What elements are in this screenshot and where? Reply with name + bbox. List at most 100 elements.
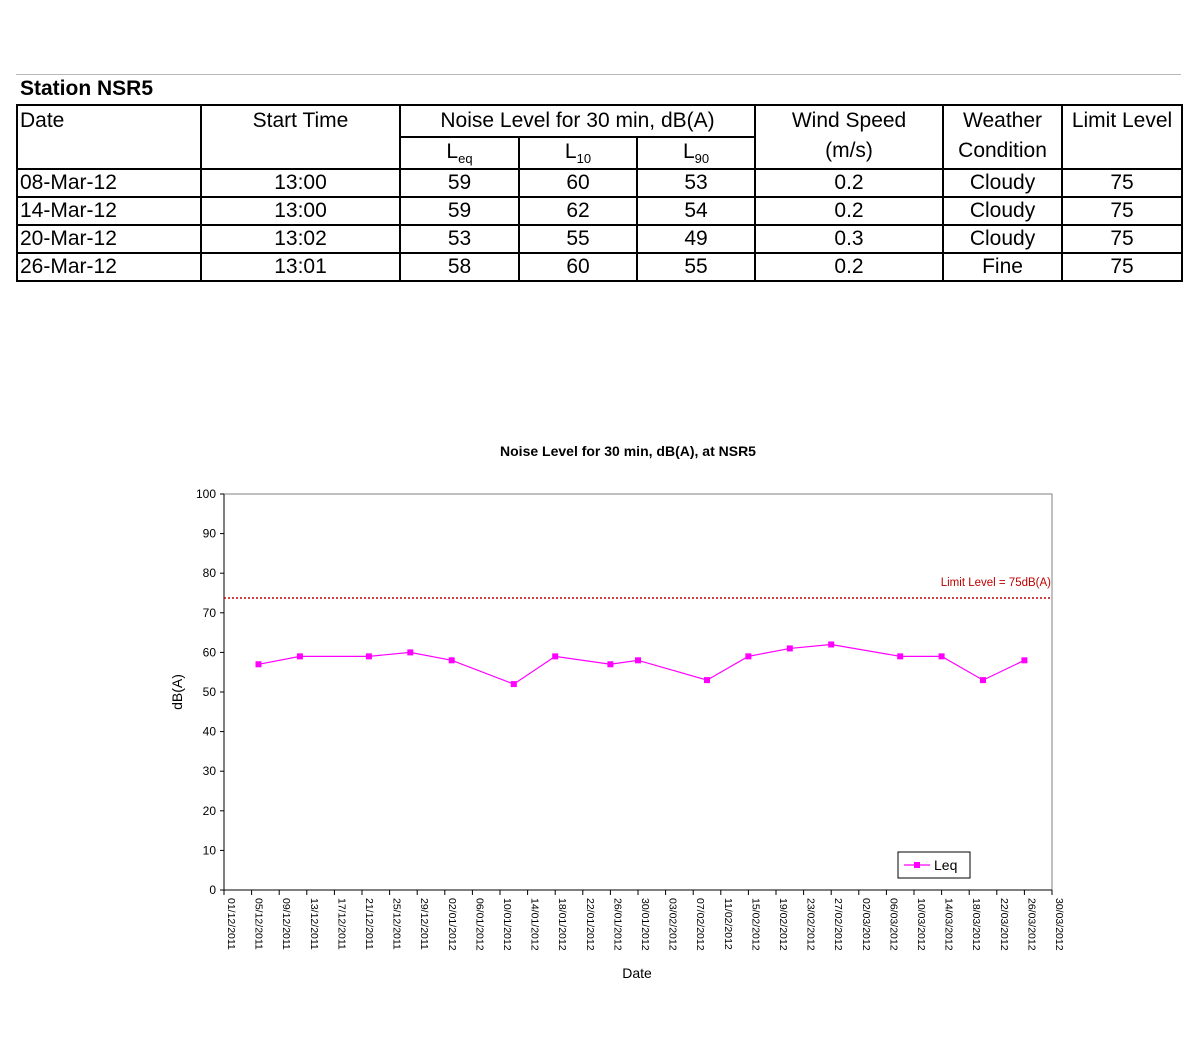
header-row-1: Date Start Time Noise Level for 30 min, …	[16, 104, 1184, 170]
y-tick-label: 40	[203, 725, 217, 739]
y-tick-label: 100	[196, 487, 216, 501]
x-tick-label: 19/02/2012	[777, 898, 789, 951]
legend-label: Leq	[934, 857, 957, 873]
weather-header-line2: Condition	[958, 139, 1047, 162]
x-tick-label: 26/01/2012	[611, 898, 623, 951]
chart-title: Noise Level for 30 min, dB(A), at NSR5	[500, 443, 756, 459]
data-point	[365, 653, 372, 660]
limit-level-cell: 75	[1061, 252, 1184, 282]
date-header: Date	[16, 104, 202, 170]
x-tick-label: 01/12/2011	[225, 898, 237, 950]
x-tick-label: 13/12/2011	[308, 898, 320, 950]
noise-level-header: Noise Level for 30 min, dB(A)	[398, 104, 757, 138]
data-point	[552, 653, 559, 660]
data-point	[448, 657, 455, 664]
y-axis-label: dB(A)	[169, 674, 185, 710]
data-point	[1021, 657, 1028, 664]
data-point	[607, 661, 614, 668]
y-tick-label: 60	[203, 645, 217, 659]
plot-frame	[223, 493, 1053, 891]
leq-header: Leq	[399, 136, 520, 170]
plot-area: 0 10 20 30 40 50 60 70 80 90 100 01/12/2011 05/12/20…	[196, 487, 1065, 951]
x-tick-label: 17/12/2011	[335, 898, 347, 950]
l90-header: L90	[635, 136, 757, 170]
l90-cell: 53	[635, 168, 757, 198]
x-tick-label: 02/03/2012	[860, 898, 872, 951]
start-time-cell: 13:00	[200, 196, 401, 226]
leq-cell: 58	[399, 252, 520, 282]
data-point	[786, 645, 793, 652]
y-tick-label: 20	[203, 804, 217, 818]
y-tick-label: 70	[203, 606, 217, 620]
date-cell: 08-Mar-12	[16, 168, 202, 198]
leq-cell: 53	[399, 224, 520, 254]
date-cell: 26-Mar-12	[16, 252, 202, 282]
wind-speed-header-line1: Wind Speed	[791, 109, 907, 132]
start-time-header: Start Time	[200, 104, 401, 170]
wind-speed-header: Wind Speed (m/s)	[754, 104, 945, 170]
limit-level-header: Limit Level	[1061, 104, 1184, 170]
limit-line-label: Limit Level = 75dB(A)	[941, 577, 1051, 589]
y-tick-label: 0	[209, 883, 216, 897]
weather-cell: Fine	[942, 252, 1064, 282]
data-point	[296, 653, 303, 660]
limit-level-cell: 75	[1061, 196, 1184, 226]
leq-cell: 59	[399, 168, 520, 198]
data-point	[828, 641, 835, 648]
x-tick-label: 26/03/2012	[1025, 898, 1037, 951]
limit-level-cell: 75	[1061, 224, 1184, 254]
l10-cell: 60	[518, 168, 638, 198]
leq-cell: 59	[399, 196, 520, 226]
x-tick-label: 09/12/2011	[280, 898, 292, 950]
data-point	[745, 653, 752, 660]
noise-table: Date Start Time Noise Level for 30 min, …	[16, 104, 1184, 282]
data-point	[255, 661, 262, 668]
weather-header-line1: Weather	[963, 109, 1043, 132]
x-tick-label: 22/01/2012	[584, 898, 596, 951]
legend-marker	[914, 862, 920, 868]
wind-speed-cell: 0.3	[754, 224, 945, 254]
x-tick-label: 27/02/2012	[832, 898, 844, 951]
x-tick-label: 14/03/2012	[943, 898, 955, 951]
y-tick-label: 50	[203, 685, 217, 699]
y-tick-label: 10	[203, 843, 217, 857]
leq-header-main: L	[446, 140, 459, 163]
weather-cell: Cloudy	[942, 196, 1064, 226]
x-tick-label: 23/02/2012	[805, 898, 817, 951]
x-tick-label: 29/12/2011	[418, 898, 430, 950]
wind-speed-header-line2: (m/s)	[825, 139, 873, 162]
x-tick-label: 22/03/2012	[998, 898, 1010, 951]
top-rule	[16, 74, 1181, 75]
table-row: 26-Mar-12 13:01 58 60 55 0.2 Fine 75	[16, 252, 1184, 282]
x-tick-label: 14/01/2012	[529, 898, 541, 951]
wind-speed-cell: 0.2	[754, 196, 945, 226]
x-tick-label: 25/12/2011	[391, 898, 403, 950]
weather-cell: Cloudy	[942, 224, 1064, 254]
x-tick-label: 15/02/2012	[749, 898, 761, 951]
l10-header: L10	[518, 136, 638, 170]
y-tick-label: 80	[203, 566, 217, 580]
data-point	[980, 677, 986, 684]
weather-cell: Cloudy	[942, 168, 1064, 198]
x-tick-label: 07/02/2012	[694, 898, 706, 951]
table-row: 08-Mar-12 13:00 59 60 53 0.2 Cloudy 75	[16, 168, 1184, 198]
l90-cell: 49	[635, 224, 757, 254]
start-time-cell: 13:02	[200, 224, 401, 254]
l10-header-sub: 10	[576, 151, 592, 166]
x-tick-label: 18/01/2012	[556, 898, 568, 951]
data-point	[510, 681, 517, 688]
x-tick-label: 03/02/2012	[667, 898, 679, 951]
data-point	[635, 657, 641, 664]
station-title: Station NSR5	[20, 77, 154, 100]
y-tick-label: 30	[203, 764, 217, 778]
series-line-leq	[258, 643, 1025, 685]
leq-header-sub: eq	[458, 151, 473, 166]
x-tick-label: 05/12/2011	[253, 898, 265, 950]
noise-chart: Noise Level for 30 min, dB(A), at NSR5 0…	[169, 443, 1065, 981]
l90-cell: 55	[635, 252, 757, 282]
x-tick-label: 06/03/2012	[887, 898, 899, 951]
date-cell: 14-Mar-12	[16, 196, 202, 226]
x-axis-label: Date	[622, 965, 652, 981]
l10-cell: 60	[518, 252, 638, 282]
weather-header: Weather Condition	[942, 104, 1064, 170]
